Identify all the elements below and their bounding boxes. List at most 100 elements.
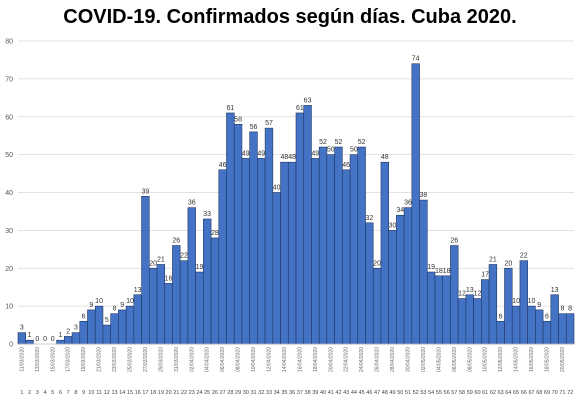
x-date-label: 16/05/2020 bbox=[529, 347, 535, 372]
x-index-label: 38 bbox=[305, 390, 311, 396]
x-date-label: 12/05/2020 bbox=[498, 347, 504, 372]
data-label: 20 bbox=[373, 260, 381, 267]
data-label: 17 bbox=[481, 272, 489, 279]
x-date-label: 31/03/2020 bbox=[174, 347, 180, 372]
bar bbox=[372, 267, 382, 345]
data-label: 19 bbox=[427, 264, 435, 271]
x-index-label: 2 bbox=[28, 390, 31, 396]
bar bbox=[303, 105, 312, 345]
data-label: 21 bbox=[489, 256, 497, 263]
data-label: 48 bbox=[281, 154, 289, 161]
bar bbox=[311, 158, 320, 345]
bar bbox=[511, 305, 521, 345]
data-label: 18 bbox=[443, 268, 451, 275]
bar bbox=[318, 146, 328, 345]
x-index-label: 66 bbox=[521, 390, 527, 396]
y-tick-label: 0 bbox=[9, 342, 13, 349]
bar bbox=[558, 313, 567, 345]
x-date-label: 06/05/2020 bbox=[452, 347, 458, 372]
x-date-label: 23/03/2020 bbox=[112, 347, 118, 372]
data-label: 28 bbox=[211, 230, 219, 237]
x-index-label: 4 bbox=[43, 390, 46, 396]
bar bbox=[79, 320, 88, 345]
data-label: 36 bbox=[404, 200, 412, 207]
y-tick-label: 70 bbox=[5, 76, 13, 83]
bar bbox=[349, 154, 359, 345]
data-label: 12 bbox=[458, 291, 466, 298]
bar bbox=[164, 283, 173, 345]
y-tick-label: 50 bbox=[5, 152, 13, 159]
data-label: 20 bbox=[504, 260, 512, 267]
y-tick-label: 60 bbox=[5, 114, 13, 121]
x-index-label: 35 bbox=[281, 390, 287, 396]
x-date-label: 30/04/2020 bbox=[405, 347, 411, 372]
data-label: 0 bbox=[51, 336, 55, 343]
bar bbox=[133, 294, 142, 345]
x-index-label: 42 bbox=[335, 390, 341, 396]
x-index-label: 43 bbox=[343, 390, 349, 396]
x-index-label: 1 bbox=[20, 390, 23, 396]
bar bbox=[203, 218, 212, 345]
x-index-label: 16 bbox=[135, 390, 141, 396]
y-tick-label: 80 bbox=[5, 39, 13, 46]
x-index-label: 64 bbox=[505, 390, 511, 396]
bar bbox=[434, 275, 444, 345]
bar bbox=[187, 207, 196, 345]
data-label: 8 bbox=[560, 306, 564, 313]
x-index-label: 6 bbox=[59, 390, 62, 396]
bar bbox=[426, 271, 436, 345]
bar bbox=[94, 305, 104, 345]
x-index-label: 22 bbox=[181, 390, 187, 396]
bar bbox=[535, 309, 544, 345]
bar bbox=[396, 214, 405, 345]
y-tick-label: 20 bbox=[5, 266, 13, 273]
data-label: 58 bbox=[234, 116, 242, 123]
x-index-label: 49 bbox=[389, 390, 395, 396]
x-index-label: 69 bbox=[544, 390, 550, 396]
data-label: 3 bbox=[74, 325, 78, 332]
x-index-label: 31 bbox=[250, 390, 256, 396]
bar bbox=[334, 146, 343, 345]
bar bbox=[71, 332, 81, 345]
bar bbox=[388, 230, 397, 345]
x-date-label: 22/04/2020 bbox=[344, 347, 350, 372]
data-label: 30 bbox=[389, 222, 397, 229]
y-tick-label: 40 bbox=[5, 190, 13, 197]
bar bbox=[241, 158, 250, 345]
data-label: 8 bbox=[113, 306, 117, 313]
x-index-label: 15 bbox=[127, 390, 133, 396]
x-index-label: 7 bbox=[67, 390, 70, 396]
x-index-label: 68 bbox=[536, 390, 542, 396]
data-label: 6 bbox=[499, 313, 503, 320]
x-index-label: 57 bbox=[451, 390, 457, 396]
data-label: 13 bbox=[134, 287, 142, 294]
bar bbox=[172, 245, 181, 345]
x-date-label: 14/04/2020 bbox=[282, 347, 288, 372]
bar bbox=[64, 336, 73, 345]
x-index-label: 17 bbox=[142, 390, 148, 396]
x-index-label: 28 bbox=[227, 390, 233, 396]
x-index-label: 44 bbox=[351, 390, 357, 396]
data-label: 1 bbox=[59, 332, 63, 339]
data-label: 10 bbox=[95, 298, 103, 305]
data-label: 52 bbox=[335, 139, 343, 146]
bar bbox=[342, 169, 351, 345]
x-date-label: 29/03/2020 bbox=[158, 347, 164, 372]
bar bbox=[210, 237, 220, 345]
x-index-label: 48 bbox=[382, 390, 388, 396]
bar bbox=[488, 264, 498, 345]
x-index-label: 58 bbox=[459, 390, 465, 396]
data-label: 46 bbox=[342, 162, 350, 169]
x-date-label: 06/04/2020 bbox=[220, 347, 226, 372]
x-index-label: 26 bbox=[212, 390, 218, 396]
bar bbox=[519, 260, 528, 345]
x-index-label: 9 bbox=[82, 390, 85, 396]
x-index-label: 23 bbox=[189, 390, 195, 396]
data-label: 9 bbox=[89, 302, 93, 309]
data-label: 49 bbox=[311, 150, 319, 157]
x-date-label: 26/04/2020 bbox=[375, 347, 381, 372]
data-label: 49 bbox=[242, 150, 250, 157]
x-date-label: 10/05/2020 bbox=[483, 347, 489, 372]
data-label: 16 bbox=[165, 275, 173, 282]
x-index-label: 10 bbox=[88, 390, 94, 396]
